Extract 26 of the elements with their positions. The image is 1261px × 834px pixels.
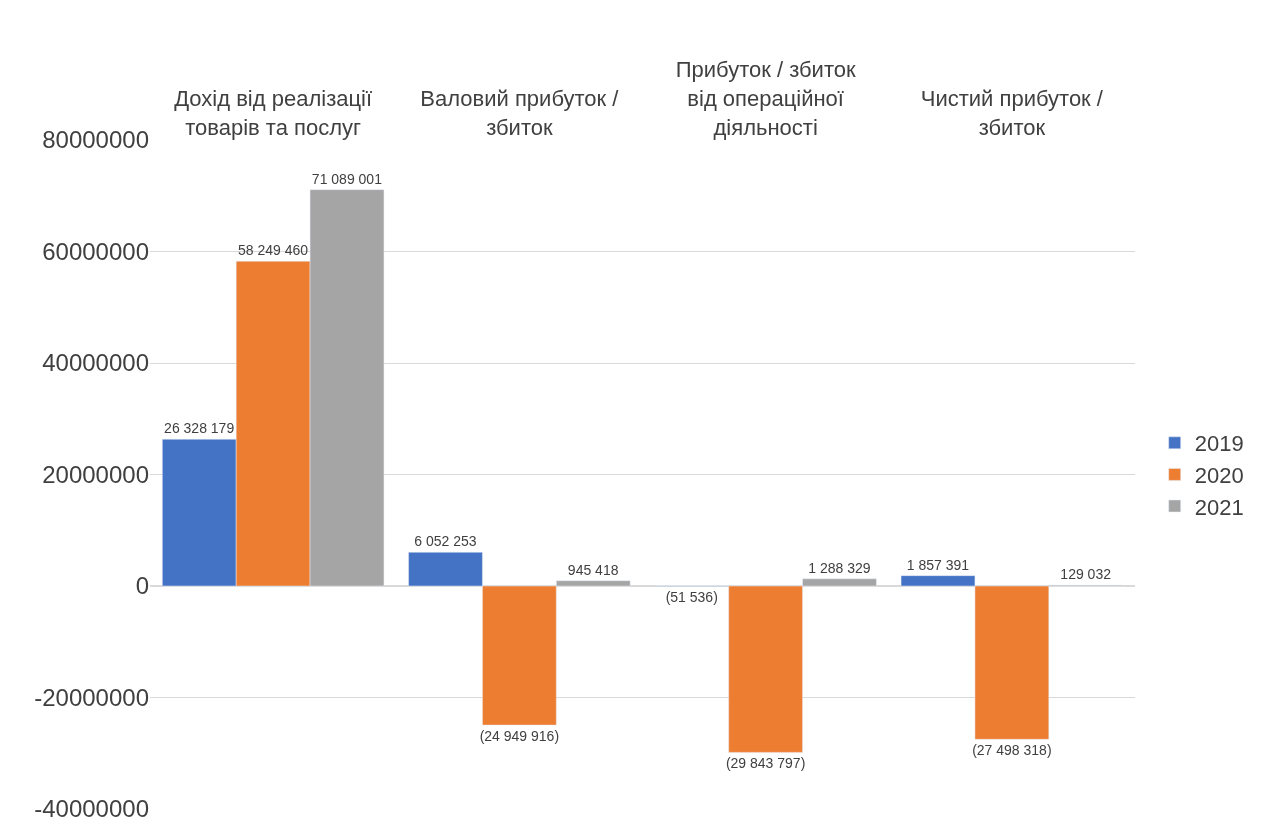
data-label: (27 498 318): [972, 742, 1052, 759]
data-label: (24 949 916): [479, 728, 560, 745]
x-tick-label: Дохід від реалізації товарів та послуг: [174, 86, 373, 140]
y-tick-label: -20000000: [34, 683, 149, 711]
y-tick-label: 0: [135, 572, 149, 600]
data-label: (29 843 797): [725, 755, 806, 772]
x-tick-label: Чистий прибуток / збиток: [920, 86, 1104, 140]
x-tick-label: Валовий прибуток / збиток: [420, 86, 620, 140]
legend-label: 2021: [1194, 494, 1244, 520]
legend-label: 2019: [1194, 431, 1244, 457]
data-label: 26 328 179: [164, 420, 235, 437]
y-tick-label: 60000000: [42, 237, 149, 265]
data-label: 58 249 460: [237, 242, 309, 259]
legend-label: 2020: [1194, 462, 1244, 488]
data-label: 1 288 329: [808, 559, 871, 576]
y-tick-label: -40000000: [34, 795, 149, 823]
y-tick-label: 20000000: [42, 460, 149, 488]
data-label: 1 857 391: [906, 556, 970, 573]
data-label: 6 052 253: [414, 533, 477, 550]
data-label: 129 032: [1060, 566, 1112, 583]
data-label: 71 089 001: [311, 170, 383, 187]
data-label: 945 418: [567, 561, 619, 578]
y-tick-label: 80000000: [42, 126, 149, 154]
y-tick-label: 40000000: [42, 349, 149, 377]
data-label: (51 536): [665, 589, 718, 606]
x-tick-label: Прибуток / збиток від операційної діяльності: [675, 57, 856, 140]
